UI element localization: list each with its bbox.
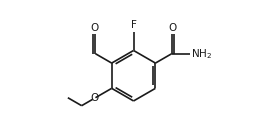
- Text: O: O: [169, 23, 177, 33]
- Text: F: F: [131, 20, 137, 30]
- Text: O: O: [90, 23, 98, 33]
- Text: NH$_2$: NH$_2$: [191, 47, 212, 61]
- Text: O: O: [91, 93, 99, 103]
